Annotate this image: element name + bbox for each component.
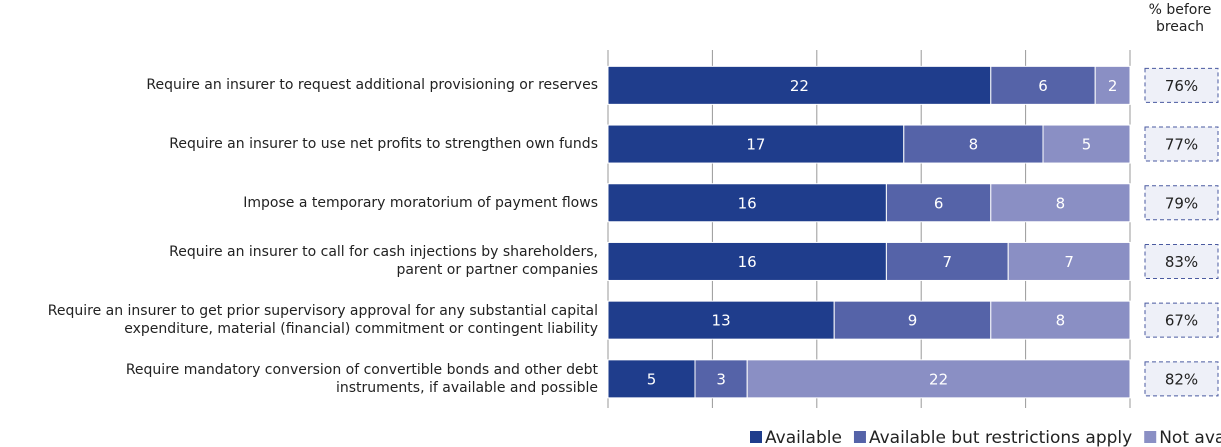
- category-label: Require mandatory conversion of converti…: [125, 361, 598, 396]
- value-label: 5: [1082, 136, 1092, 154]
- bar-segment: [885, 183, 992, 223]
- side-box: [1144, 361, 1219, 397]
- bar-segment: [607, 124, 905, 164]
- value-label: 6: [934, 194, 944, 212]
- legend-label: Available but restrictions apply: [869, 428, 1132, 447]
- value-label: 16: [738, 253, 757, 271]
- side-value: 79%: [1165, 194, 1198, 212]
- side-value: 82%: [1165, 370, 1198, 388]
- legend-swatch: [853, 431, 866, 443]
- value-label: 3: [716, 370, 726, 388]
- side-value: 67%: [1165, 312, 1198, 330]
- bar-segment: [607, 300, 835, 340]
- bar-segment: [1094, 65, 1131, 105]
- legend-swatch: [1144, 431, 1157, 443]
- bar-segment: [607, 359, 696, 399]
- bar-segment: [607, 241, 887, 281]
- bar-segment: [885, 241, 1009, 281]
- bar-segment: [746, 359, 1131, 399]
- side-box: [1144, 185, 1219, 221]
- value-label: 8: [1056, 312, 1066, 330]
- bar-segment: [607, 65, 992, 105]
- side-value: 76%: [1165, 77, 1198, 95]
- category-label: Impose a temporary moratorium of payment…: [243, 194, 598, 211]
- value-label: 2: [1108, 77, 1118, 95]
- value-label: 9: [908, 312, 918, 330]
- side-box: [1144, 126, 1219, 162]
- value-label: 5: [647, 370, 657, 388]
- value-label: 8: [1056, 194, 1066, 212]
- category-label: Require an insurer to get prior supervis…: [47, 303, 598, 338]
- bar-segment: [607, 183, 887, 223]
- value-label: 8: [969, 136, 979, 154]
- bar-segment: [1042, 124, 1131, 164]
- value-label: 22: [790, 77, 809, 95]
- side-box: [1144, 67, 1219, 103]
- bar-segment: [903, 124, 1044, 164]
- side-column-title: % before breach: [1148, 2, 1212, 35]
- side-box: [1144, 243, 1219, 279]
- legend-label: Available: [765, 428, 842, 447]
- side-value: 77%: [1165, 136, 1198, 154]
- value-label: 16: [738, 194, 757, 212]
- bar-segment: [990, 65, 1096, 105]
- category-label: Require an insurer to call for cash inje…: [169, 244, 598, 279]
- value-label: 13: [712, 312, 731, 330]
- value-label: 22: [929, 370, 948, 388]
- side-box: [1144, 302, 1219, 338]
- category-label: Require an insurer to use net profits to…: [169, 136, 598, 153]
- bar-segment: [990, 300, 1131, 340]
- side-value: 83%: [1165, 253, 1198, 271]
- bar-segment: [1007, 241, 1131, 281]
- legend-swatch: [750, 431, 762, 443]
- category-label: Require an insurer to request additional…: [146, 77, 598, 94]
- bar-segment: [990, 183, 1131, 223]
- value-label: 7: [943, 253, 953, 271]
- value-label: 7: [1064, 253, 1074, 271]
- legend-label: Not available: [1159, 428, 1221, 447]
- value-label: 17: [746, 136, 765, 154]
- value-label: 6: [1038, 77, 1048, 95]
